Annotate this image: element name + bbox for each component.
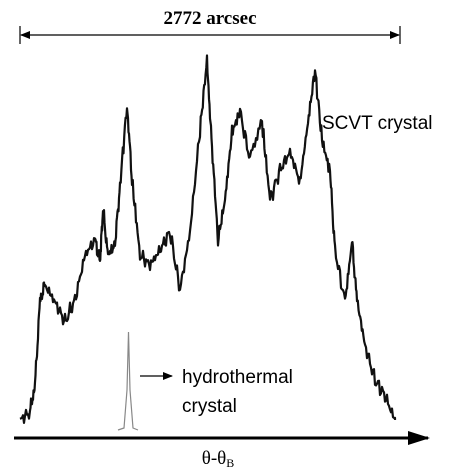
width-label: 2772 arcsec: [163, 8, 256, 29]
reference-label: hydrothermal: [182, 367, 293, 388]
reference-peak: [117, 331, 139, 431]
axis-label-sub: B: [226, 456, 234, 470]
reference-label: crystal: [182, 396, 237, 417]
axis-label: θ-θB: [202, 448, 235, 470]
curve-label: SCVT crystal: [322, 113, 433, 134]
rocking-curve: [19, 54, 397, 424]
axis-label-main: θ-θ: [202, 448, 227, 469]
